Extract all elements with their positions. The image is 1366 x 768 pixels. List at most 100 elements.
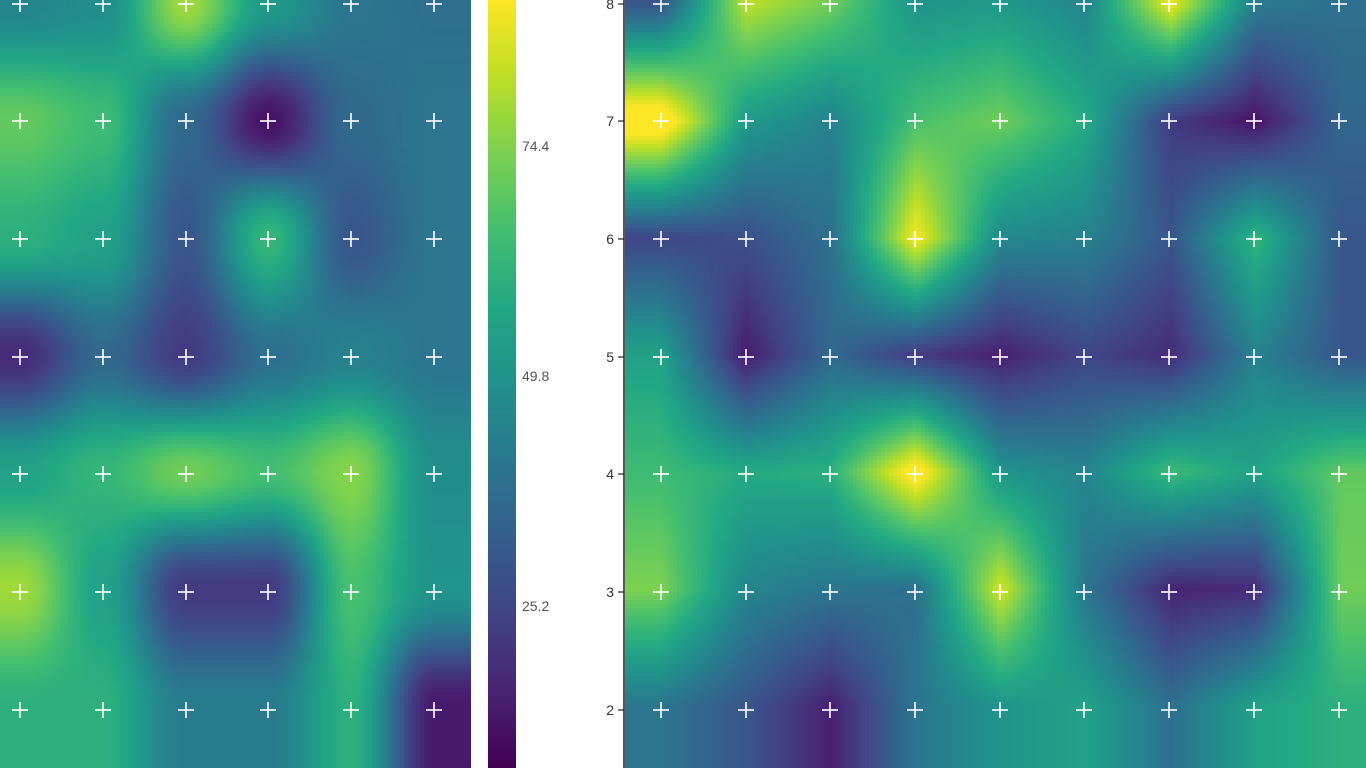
right-heatmap-point-marker	[1331, 113, 1347, 129]
y-axis-tick-label: 8	[606, 0, 614, 12]
left-heatmap-point-marker	[426, 466, 442, 482]
left-heatmap-point-marker	[12, 349, 28, 365]
right-heatmap-point-marker	[1161, 349, 1177, 365]
right-heatmap-point-marker	[822, 0, 838, 12]
left-heatmap-point-marker	[426, 113, 442, 129]
right-heatmap	[625, 0, 1366, 768]
right-heatmap-point-marker	[738, 0, 754, 12]
left-heatmap-point-marker	[178, 0, 194, 12]
right-heatmap-point-marker	[992, 0, 1008, 12]
left-heatmap-point-marker	[343, 349, 359, 365]
right-heatmap-point-marker	[1331, 466, 1347, 482]
right-heatmap-point-marker	[738, 584, 754, 600]
left-heatmap	[0, 0, 471, 768]
left-heatmap-point-marker	[343, 466, 359, 482]
left-heatmap-point-marker	[343, 0, 359, 12]
left-heatmap-point-marker	[426, 349, 442, 365]
left-heatmap-point-marker	[12, 466, 28, 482]
left-heatmap-point-marker	[12, 0, 28, 12]
colorbar-tick-label: 25.2	[522, 598, 549, 614]
right-heatmap-point-marker	[1161, 466, 1177, 482]
colorbar-tick-label: 74.4	[522, 138, 549, 154]
y-axis-tick-label: 2	[606, 702, 614, 718]
right-heatmap-point-marker	[738, 702, 754, 718]
right-heatmap-point-marker	[907, 584, 923, 600]
left-heatmap-point-marker	[343, 584, 359, 600]
y-axis-tick-label: 7	[606, 113, 614, 129]
right-heatmap-point-marker	[653, 584, 669, 600]
left-heatmap-point-marker	[95, 584, 111, 600]
right-heatmap-point-marker	[822, 466, 838, 482]
left-heatmap-image	[0, 0, 471, 768]
left-heatmap-point-marker	[12, 584, 28, 600]
left-heatmap-point-marker	[12, 702, 28, 718]
left-heatmap-point-marker	[95, 0, 111, 12]
right-heatmap-point-marker	[1076, 0, 1092, 12]
right-heatmap-point-marker	[1076, 702, 1092, 718]
right-heatmap-point-marker	[653, 349, 669, 365]
left-heatmap-point-marker	[260, 466, 276, 482]
right-heatmap-point-marker	[1331, 349, 1347, 365]
right-heatmap-point-marker	[1331, 0, 1347, 12]
right-heatmap-point-marker	[653, 231, 669, 247]
right-heatmap-point-marker	[1076, 231, 1092, 247]
right-heatmap-point-marker	[1076, 113, 1092, 129]
left-heatmap-point-marker	[343, 113, 359, 129]
right-heatmap-point-marker	[1246, 0, 1262, 12]
right-heatmap-point-marker	[822, 113, 838, 129]
right-heatmap-point-marker	[1161, 231, 1177, 247]
right-heatmap-point-marker	[1331, 702, 1347, 718]
right-heatmap-point-marker	[992, 349, 1008, 365]
left-heatmap-point-marker	[12, 231, 28, 247]
right-heatmap-point-marker	[822, 702, 838, 718]
y-axis-tick-label: 3	[606, 584, 614, 600]
left-heatmap-point-marker	[178, 466, 194, 482]
right-heatmap-point-marker	[1331, 231, 1347, 247]
left-heatmap-point-marker	[426, 584, 442, 600]
right-heatmap-point-marker	[822, 584, 838, 600]
right-heatmap-point-marker	[1246, 584, 1262, 600]
left-heatmap-point-marker	[95, 702, 111, 718]
right-heatmap-point-marker	[1246, 466, 1262, 482]
left-heatmap-point-marker	[178, 113, 194, 129]
left-heatmap-point-marker	[260, 584, 276, 600]
left-heatmap-point-marker	[178, 349, 194, 365]
y-axis-tick-label: 6	[606, 231, 614, 247]
right-heatmap-point-marker	[1246, 231, 1262, 247]
right-heatmap-point-marker	[907, 466, 923, 482]
right-heatmap-markers	[653, 0, 1347, 718]
left-heatmap-point-marker	[95, 231, 111, 247]
right-heatmap-point-marker	[653, 702, 669, 718]
colorbar-gradient	[488, 0, 516, 768]
right-heatmap-point-marker	[653, 466, 669, 482]
y-axis-tick-label: 5	[606, 349, 614, 365]
right-heatmap-point-marker	[738, 113, 754, 129]
right-heatmap-point-marker	[822, 349, 838, 365]
left-heatmap-point-marker	[343, 702, 359, 718]
right-heatmap-image	[625, 0, 1366, 768]
right-heatmap-point-marker	[1161, 702, 1177, 718]
right-heatmap-point-marker	[1246, 349, 1262, 365]
y-axis-tick-label: 4	[606, 466, 614, 482]
right-heatmap-point-marker	[992, 702, 1008, 718]
left-heatmap-markers	[12, 0, 442, 718]
right-heatmap-point-marker	[1161, 113, 1177, 129]
left-heatmap-point-marker	[95, 466, 111, 482]
right-heatmap-point-marker	[822, 231, 838, 247]
left-heatmap-point-marker	[12, 113, 28, 129]
left-heatmap-point-marker	[178, 584, 194, 600]
left-heatmap-point-marker	[260, 0, 276, 12]
left-heatmap-point-marker	[178, 231, 194, 247]
right-heatmap-point-marker	[653, 113, 669, 129]
right-heatmap-point-marker	[992, 113, 1008, 129]
right-heatmap-point-marker	[992, 231, 1008, 247]
right-heatmap-point-marker	[1161, 584, 1177, 600]
right-heatmap-point-marker	[907, 231, 923, 247]
right-heatmap-point-marker	[1161, 0, 1177, 12]
left-heatmap-point-marker	[343, 231, 359, 247]
right-heatmap-point-marker	[907, 113, 923, 129]
left-heatmap-point-marker	[95, 349, 111, 365]
right-heatmap-point-marker	[1246, 113, 1262, 129]
right-heatmap-point-marker	[907, 349, 923, 365]
right-heatmap-point-marker	[738, 231, 754, 247]
